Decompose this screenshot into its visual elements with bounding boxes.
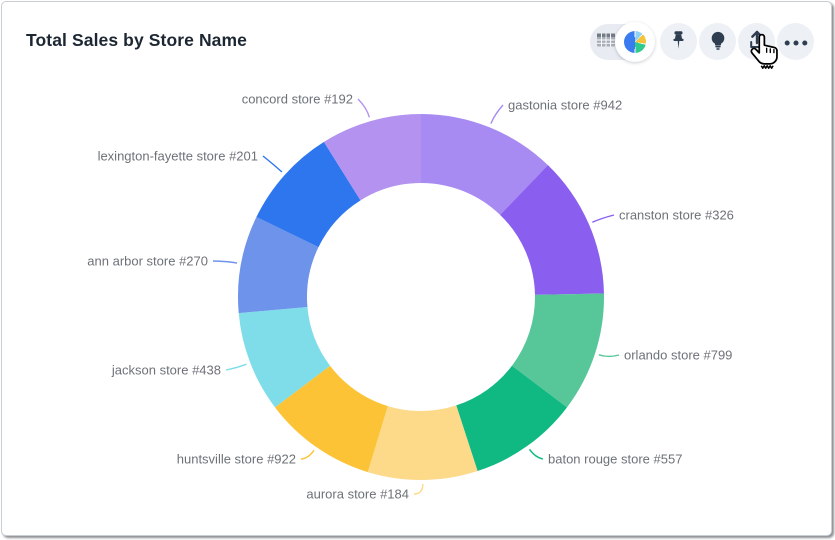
pie-chart-icon [624,30,646,53]
view-toggle [590,21,655,62]
donut-slice-lexington-fayette-store-201[interactable] [256,141,361,248]
label-connector [212,260,238,264]
ellipsis-icon [784,34,808,49]
slice-label: orlando store #799 [624,348,732,363]
slice-label: huntsville store #922 [177,452,296,467]
pin-button[interactable] [660,23,697,60]
label-connector [300,449,315,460]
slice-label: gastonia store #942 [508,98,622,113]
insights-button[interactable] [699,23,736,60]
donut-slice-cranston-store-326[interactable] [500,165,604,295]
table-icon [596,32,616,51]
label-connector [598,354,620,358]
slice-label: jackson store #438 [111,363,221,378]
donut-slice-huntsville-store-922[interactable] [275,365,388,473]
toolbar [590,21,814,62]
slice-label: lexington-fayette store #201 [98,149,258,164]
label-connector [592,214,615,223]
more-options-button[interactable] [777,23,814,60]
label-connector [357,98,371,118]
page-title: Total Sales by Store Name [26,30,248,50]
pushpin-icon [669,30,688,54]
donut-slice-concord-store-192[interactable] [323,114,421,201]
label-connector [413,483,424,495]
slice-label: ann arbor store #270 [87,254,208,269]
label-connector [225,363,247,371]
label-connector [528,448,544,460]
label-connector [490,104,504,124]
slice-label: cranston store #326 [619,208,734,223]
donut-slice-orlando-store-799[interactable] [511,293,605,408]
slice-label: baton rouge store #557 [548,452,682,467]
donut-slice-aurora-store-184[interactable] [367,405,478,480]
share-arrow-icon [747,30,767,53]
slice-label: concord store #192 [242,92,353,107]
lightbulb-icon [708,30,728,54]
table-view-button[interactable] [592,28,620,56]
label-connector [262,155,283,173]
slice-label: aurora store #184 [306,487,409,502]
donut-slice-baton-rouge-store-557[interactable] [456,365,567,472]
donut-slice-jackson-store-438[interactable] [238,307,331,408]
chart-view-button[interactable] [615,21,655,62]
donut-slice-gastonia-store-942[interactable] [421,114,548,215]
share-button[interactable] [738,23,775,60]
donut-slice-ann-arbor-store-270[interactable] [238,217,319,314]
